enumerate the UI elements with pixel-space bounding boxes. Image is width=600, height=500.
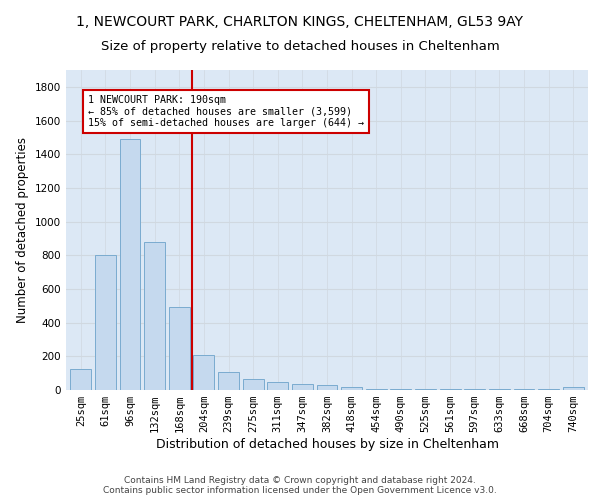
Bar	[292, 384, 313, 390]
Bar	[193, 356, 214, 390]
Bar	[169, 308, 190, 390]
Bar	[70, 369, 91, 390]
Bar	[317, 386, 337, 390]
Bar	[218, 372, 239, 390]
Bar	[95, 256, 116, 390]
Text: Contains HM Land Registry data © Crown copyright and database right 2024.
Contai: Contains HM Land Registry data © Crown c…	[103, 476, 497, 495]
Bar	[119, 139, 140, 390]
Text: Size of property relative to detached houses in Cheltenham: Size of property relative to detached ho…	[101, 40, 499, 53]
Bar	[366, 389, 387, 390]
X-axis label: Distribution of detached houses by size in Cheltenham: Distribution of detached houses by size …	[155, 438, 499, 451]
Y-axis label: Number of detached properties: Number of detached properties	[16, 137, 29, 323]
Bar	[144, 242, 165, 390]
Bar	[341, 388, 362, 390]
Text: 1, NEWCOURT PARK, CHARLTON KINGS, CHELTENHAM, GL53 9AY: 1, NEWCOURT PARK, CHARLTON KINGS, CHELTE…	[77, 15, 523, 29]
Text: 1 NEWCOURT PARK: 190sqm
← 85% of detached houses are smaller (3,599)
15% of semi: 1 NEWCOURT PARK: 190sqm ← 85% of detache…	[88, 96, 364, 128]
Bar	[242, 379, 263, 390]
Bar	[563, 388, 584, 390]
Bar	[267, 382, 288, 390]
